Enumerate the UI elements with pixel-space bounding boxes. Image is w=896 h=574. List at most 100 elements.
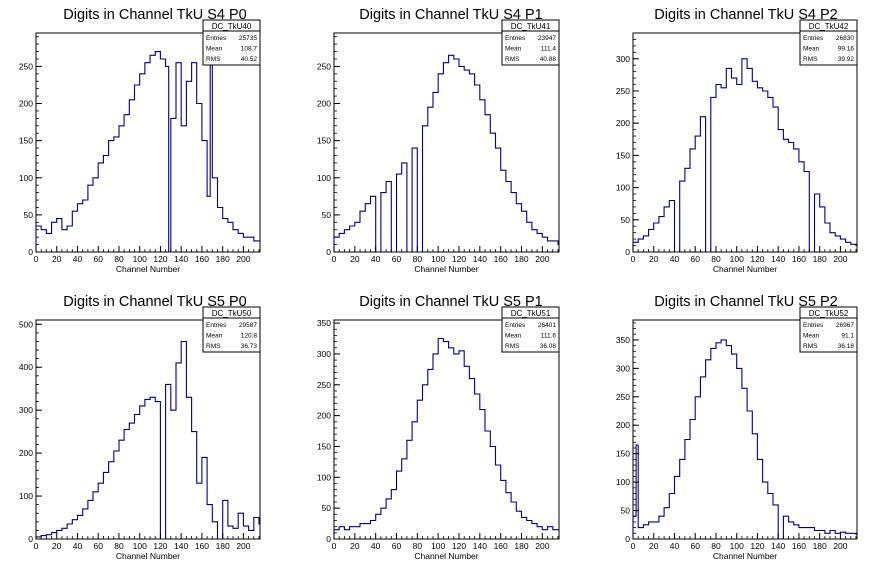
x-axis-label: Channel Number xyxy=(116,264,180,274)
stats-value-rms: 39.92 xyxy=(838,56,855,63)
x-tick-label: 100 xyxy=(133,541,147,551)
x-tick-label: 0 xyxy=(631,254,636,264)
stats-box: DC_TkU42 Entries 26830 Mean 99.16 RMS 39.92 xyxy=(799,19,858,66)
y-tick-label: 0 xyxy=(28,247,33,257)
stats-label-mean: Mean xyxy=(803,333,820,340)
y-tick-label: 200 xyxy=(19,99,33,109)
stats-name: DC_TkU42 xyxy=(809,22,849,31)
stats-name: DC_TkU41 xyxy=(511,22,551,31)
x-tick-label: 40 xyxy=(73,254,83,264)
y-tick-label: 100 xyxy=(317,472,331,482)
stats-value-mean: 108.7 xyxy=(241,46,258,53)
chart-title: Digits in Channel TkU S5 P0 xyxy=(63,294,247,310)
stats-box-frame xyxy=(799,306,858,353)
stats-box: DC_TkU50 Entries 29587 Mean 120.8 RMS 36.73 xyxy=(202,306,261,353)
stats-value-rms: 36.73 xyxy=(241,343,258,350)
x-axis-label: Channel Number xyxy=(713,264,777,274)
stats-value-rms: 36.08 xyxy=(540,343,557,350)
y-tick-label: 250 xyxy=(616,392,630,402)
x-tick-label: 200 xyxy=(535,254,549,264)
stats-name: DC_TkU50 xyxy=(212,309,252,318)
stats-value-rms: 40.52 xyxy=(241,56,258,63)
histogram-panel-4: Digits in Channel TkU S5 P1 0 20 40 60 80 100 1… xyxy=(317,294,560,561)
y-tick-label: 200 xyxy=(616,118,630,128)
stats-name: DC_TkU40 xyxy=(212,22,252,31)
y-tick-label: 150 xyxy=(616,449,630,459)
stats-label-entries: Entries xyxy=(803,35,824,42)
y-tick-label: 0 xyxy=(625,247,630,257)
y-tick-label: 150 xyxy=(317,441,331,451)
y-tick-label: 300 xyxy=(616,54,630,64)
stats-value-rms: 40.88 xyxy=(540,56,557,63)
stats-value-entries: 23947 xyxy=(538,35,556,42)
plot-frame xyxy=(35,319,261,540)
stats-label-mean: Mean xyxy=(505,333,522,340)
stats-box-frame xyxy=(501,306,560,353)
stats-box: DC_TkU52 Entries 26967 Mean 91.1 RMS 36.18 xyxy=(799,306,858,353)
x-tick-label: 100 xyxy=(431,254,445,264)
x-tick-label: 20 xyxy=(350,541,360,551)
stats-label-mean: Mean xyxy=(206,333,223,340)
x-tick-label: 80 xyxy=(413,541,423,551)
x-tick-label: 120 xyxy=(153,254,167,264)
x-tick-label: 120 xyxy=(750,541,764,551)
x-tick-label: 120 xyxy=(750,254,764,264)
y-tick-label: 100 xyxy=(19,173,33,183)
stats-box: DC_TkU41 Entries 23947 Mean 111.4 RMS 40.88 xyxy=(501,19,560,66)
x-tick-label: 140 xyxy=(771,254,785,264)
y-tick-label: 350 xyxy=(317,318,331,328)
x-tick-label: 200 xyxy=(535,541,549,551)
x-tick-label: 120 xyxy=(452,254,466,264)
x-tick-label: 140 xyxy=(473,254,487,264)
stats-label-mean: Mean xyxy=(206,46,223,53)
x-tick-label: 60 xyxy=(93,254,103,264)
stats-label-mean: Mean xyxy=(505,46,522,53)
x-tick-label: 200 xyxy=(833,541,847,551)
x-tick-label: 200 xyxy=(236,254,250,264)
stats-label-entries: Entries xyxy=(803,322,824,329)
x-tick-label: 0 xyxy=(631,541,636,551)
y-tick-label: 100 xyxy=(317,173,331,183)
stats-box-frame xyxy=(202,306,261,353)
x-tick-label: 140 xyxy=(473,541,487,551)
x-tick-label: 180 xyxy=(216,254,230,264)
x-tick-label: 60 xyxy=(392,541,402,551)
x-tick-label: 180 xyxy=(813,254,827,264)
x-tick-label: 180 xyxy=(216,541,230,551)
stats-label-rms: RMS xyxy=(803,56,818,63)
x-tick-label: 100 xyxy=(431,541,445,551)
stats-value-entries: 29587 xyxy=(239,322,257,329)
stats-label-rms: RMS xyxy=(505,343,520,350)
x-tick-label: 80 xyxy=(114,541,124,551)
y-tick-label: 0 xyxy=(326,247,331,257)
histogram-line xyxy=(632,339,857,540)
y-tick-label: 300 xyxy=(616,363,630,373)
x-tick-label: 100 xyxy=(730,254,744,264)
x-tick-label: 140 xyxy=(174,541,188,551)
x-tick-label: 160 xyxy=(792,541,806,551)
stats-value-entries: 26401 xyxy=(538,322,556,329)
x-tick-label: 40 xyxy=(670,541,680,551)
x-axis-label: Channel Number xyxy=(116,551,180,561)
plot-frame xyxy=(333,32,560,253)
x-tick-label: 20 xyxy=(649,541,659,551)
chart-title: Digits in Channel TkU S4 P2 xyxy=(654,7,838,23)
stats-value-entries: 25735 xyxy=(239,35,257,42)
histogram-line xyxy=(632,58,857,253)
chart-title: Digits in Channel TkU S4 P1 xyxy=(359,7,543,23)
x-tick-label: 160 xyxy=(195,254,209,264)
x-tick-label: 40 xyxy=(371,541,381,551)
y-tick-label: 100 xyxy=(616,183,630,193)
y-tick-label: 300 xyxy=(19,405,33,415)
stats-label-rms: RMS xyxy=(505,56,520,63)
stats-box-frame xyxy=(501,19,560,66)
y-tick-label: 200 xyxy=(317,411,331,421)
x-axis-label: Channel Number xyxy=(414,551,478,561)
plot-frame xyxy=(632,319,858,540)
x-tick-label: 0 xyxy=(332,254,337,264)
y-tick-label: 200 xyxy=(616,420,630,430)
x-tick-label: 0 xyxy=(34,541,39,551)
stats-label-rms: RMS xyxy=(206,343,221,350)
y-tick-label: 250 xyxy=(19,61,33,71)
x-tick-label: 160 xyxy=(792,254,806,264)
